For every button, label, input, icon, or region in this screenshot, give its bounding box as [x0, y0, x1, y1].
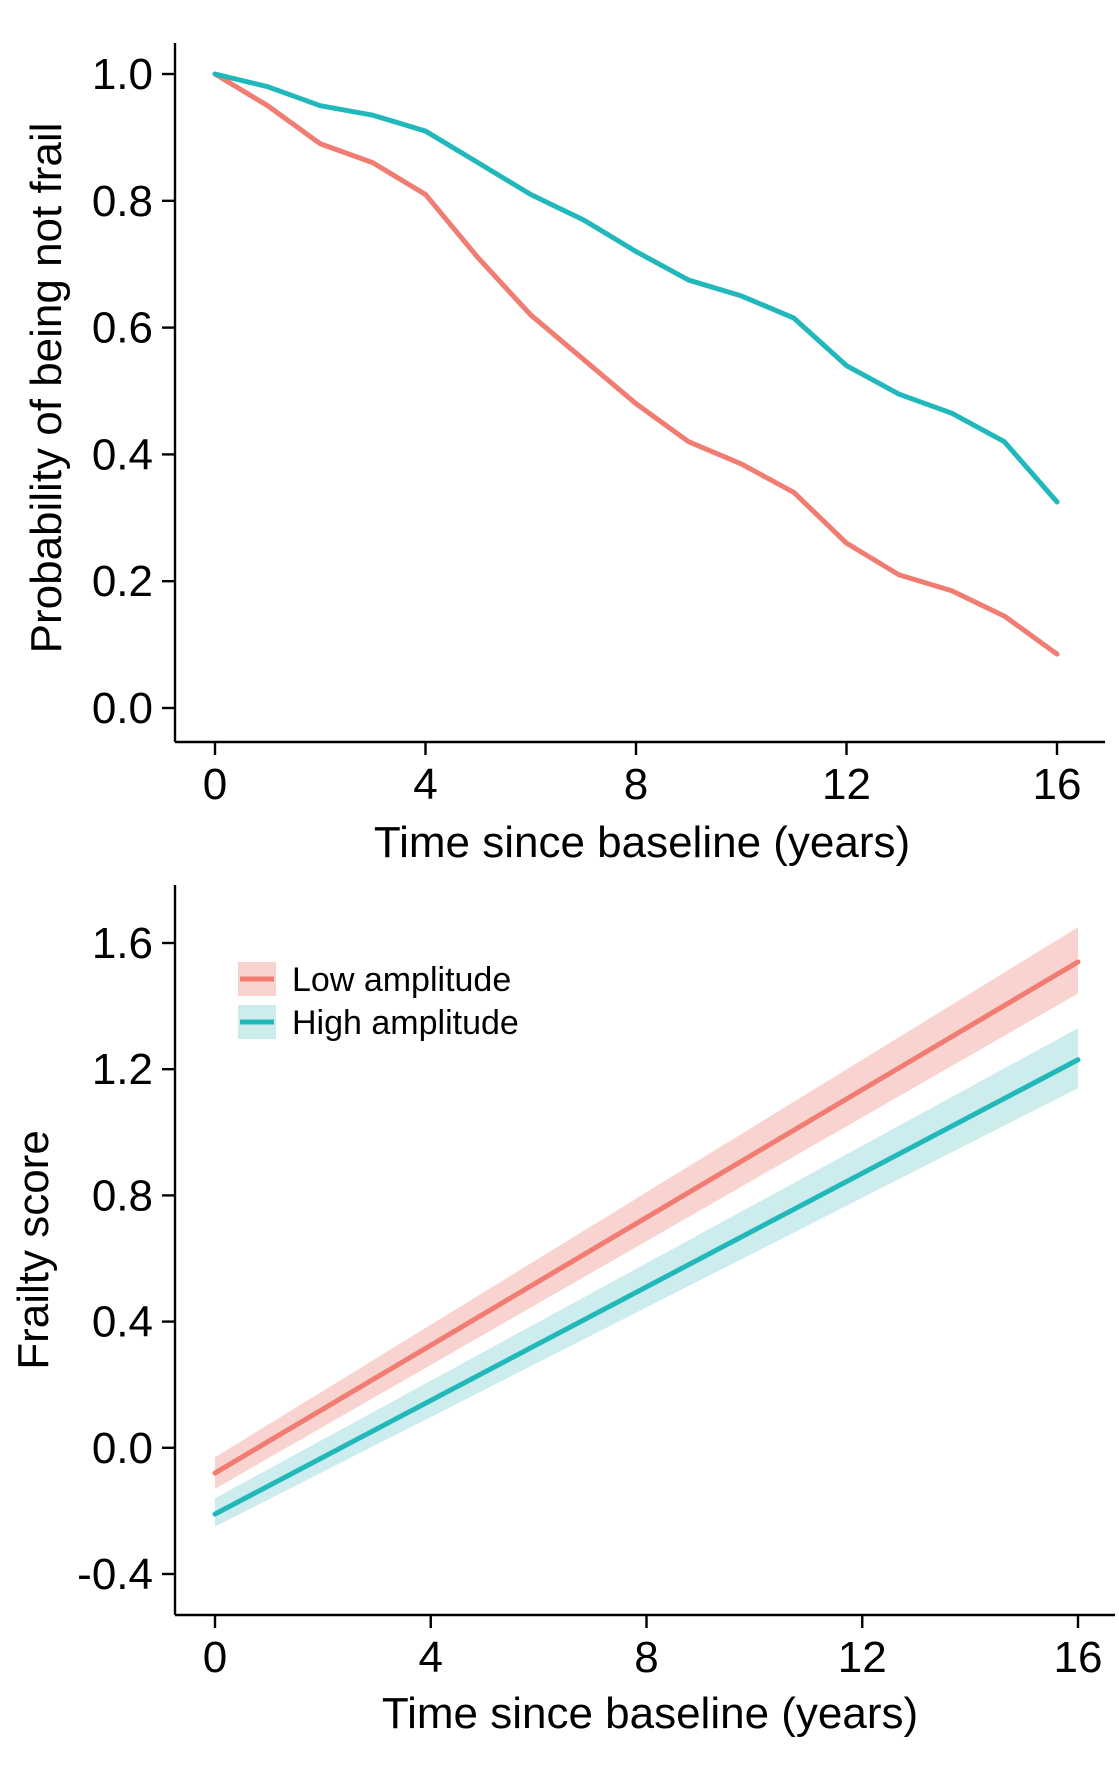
survival-y-tick-label: 1.0: [92, 50, 153, 99]
survival-y-tick-label: 0.2: [92, 557, 153, 606]
survival-y-axis-title: Probability of being not frail: [22, 123, 71, 654]
legend-label-high: High amplitude: [292, 1004, 519, 1042]
frailty-y-tick-label: 0.0: [92, 1424, 153, 1473]
survival-x-tick-label: 16: [1033, 760, 1082, 809]
frailty-x-tick-label: 4: [419, 1633, 443, 1682]
frailty-x-axis-title: Time since baseline (years): [382, 1689, 918, 1738]
frailty-y-tick-label: -0.4: [77, 1550, 153, 1599]
survival-chart: 0.0 0.2 0.4 0.6 0.8 1.0 0 4 8 12 16 Probability o…: [22, 43, 1105, 867]
frailty-chart: -0.4 0.0 0.4 0.8 1.2 1.6 0 4 8 12 16 Frailty scor…: [9, 885, 1115, 1738]
frailty-ci-band-high-amplitude: [215, 1028, 1078, 1527]
survival-series-group: [212, 71, 1060, 657]
frailty-x-tick-label: 0: [203, 1633, 227, 1682]
survival-x-axis-title: Time since baseline (years): [374, 818, 910, 867]
frailty-y-ticks: -0.4 0.0 0.4 0.8 1.2 1.6: [77, 919, 175, 1599]
frailty-y-axis-title: Frailty score: [9, 1130, 58, 1370]
survival-x-tick-label: 12: [822, 760, 871, 809]
frailty-ci-band-low-amplitude: [215, 927, 1078, 1489]
frailty-line-low-amplitude: [212, 959, 1081, 1476]
frailty-series-group: [212, 959, 1081, 1517]
survival-y-tick-label: 0.4: [92, 430, 153, 479]
frailty-x-tick-label: 8: [634, 1633, 658, 1682]
frailty-line-high-amplitude: [212, 1057, 1081, 1517]
survival-y-tick-label: 0.6: [92, 304, 153, 353]
frailty-y-tick-label: 1.6: [92, 919, 153, 968]
survival-x-ticks: 0 4 8 12 16: [203, 742, 1082, 809]
survival-y-tick-label: 0.0: [92, 684, 153, 733]
frailty-x-tick-label: 12: [838, 1633, 887, 1682]
frailty-y-tick-label: 0.4: [92, 1298, 153, 1347]
frailty-legend: Low amplitude High amplitude: [238, 961, 519, 1042]
legend-label-low: Low amplitude: [292, 961, 511, 999]
frailty-y-tick-label: 1.2: [92, 1045, 153, 1094]
survival-x-tick-label: 4: [413, 760, 437, 809]
survival-line-high-amplitude: [212, 71, 1060, 505]
frailty-y-tick-label: 0.8: [92, 1171, 153, 1220]
survival-x-tick-label: 0: [203, 760, 227, 809]
survival-y-tick-label: 0.8: [92, 177, 153, 226]
frailty-x-tick-label: 16: [1054, 1633, 1103, 1682]
survival-y-ticks: 0.0 0.2 0.4 0.6 0.8 1.0: [92, 50, 175, 733]
survival-line-low-amplitude: [212, 71, 1060, 657]
frailty-x-ticks: 0 4 8 12 16: [203, 1615, 1103, 1682]
survival-x-tick-label: 8: [624, 760, 648, 809]
